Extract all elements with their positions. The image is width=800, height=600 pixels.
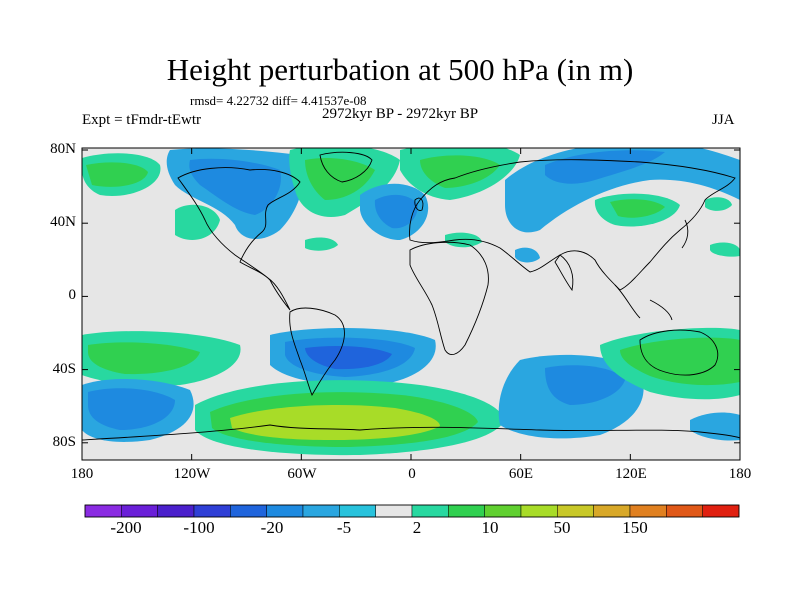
field-neg-north-america-core <box>189 158 281 215</box>
lon-tick-180w: 180 <box>70 466 94 482</box>
colorbar-label-5: 2 <box>412 518 422 537</box>
coastlines <box>82 151 740 441</box>
colorbar-label-3: -20 <box>260 518 284 537</box>
colorbar-box <box>411 504 449 518</box>
colorbar-box <box>193 504 231 518</box>
colorbar-box <box>448 504 485 518</box>
period-label: 2972kyr BP - 2972kyr BP <box>322 106 479 122</box>
colorbar-box <box>339 504 376 518</box>
field-pos-europe-core <box>420 155 500 188</box>
coast-greenland <box>319 151 373 183</box>
field-neg-southeast-pacific <box>690 412 740 441</box>
coast-africa <box>409 241 489 356</box>
colorbar-box <box>157 504 195 518</box>
colorbar-box <box>629 504 667 518</box>
field-pos-pacific-east <box>710 242 740 257</box>
field-pos-europe-south <box>445 232 482 248</box>
field-neg-asia-core <box>545 150 665 184</box>
map-title: Height perturbation at 500 hPa (in m) <box>166 52 634 87</box>
field-pos-south-pacific-core <box>88 342 200 375</box>
colorbar-box <box>266 504 304 518</box>
field-pos-antarctic-core <box>230 405 440 440</box>
colorbar-box <box>520 504 558 518</box>
coast-uk <box>414 197 424 211</box>
lon-tick-60w: 60W <box>287 466 317 482</box>
lon-tick-180e: 180 <box>728 466 752 482</box>
coast-south-america <box>289 307 345 397</box>
field-pos-atlantic-small <box>305 237 338 251</box>
field-pos-nw-inner <box>86 162 148 187</box>
coast-se-asia <box>614 284 673 321</box>
colorbar-label-4: -5 <box>336 518 352 537</box>
lat-tick-80s: 80S <box>52 434 76 450</box>
colorbar-box <box>557 504 594 518</box>
experiment-label: Expt = tFmdr-tEwtr <box>82 112 201 128</box>
coast-antarctica <box>82 424 740 441</box>
colorbar-box <box>484 504 522 518</box>
colorbar-label-7: 50 <box>553 518 571 537</box>
colorbar-label-8: 150 <box>622 518 648 537</box>
coast-japan <box>681 219 689 249</box>
colorbar-box <box>230 504 267 518</box>
field-neg-indian-ocean-core <box>545 365 625 405</box>
colorbar-frame <box>84 504 740 518</box>
field-neg-atlantic-core <box>374 194 418 229</box>
coast-eurasia <box>409 159 736 291</box>
colorbar-label-2: -100 <box>183 518 215 537</box>
colorbar-box <box>84 504 122 518</box>
lon-tick-0: 0 <box>408 466 416 482</box>
lon-tick-120e: 120E <box>615 466 647 482</box>
stats-label: rmsd= 4.22732 diff= 4.41537e-08 <box>190 93 367 108</box>
coast-india <box>554 254 574 292</box>
coast-north-america <box>177 167 301 311</box>
colorbar-label-6: 10 <box>481 518 499 537</box>
lon-tick-60e: 60E <box>508 466 534 482</box>
tick-marks <box>81 148 741 460</box>
colorbar-label-1: -200 <box>110 518 142 537</box>
field-pos-canada-core <box>305 158 375 200</box>
colorbar-box <box>593 504 631 518</box>
lon-tick-120w: 120W <box>173 466 211 482</box>
field-neg-south-pacific-core <box>88 388 175 430</box>
colorbar-box <box>121 504 158 518</box>
field-neg-arabia <box>515 247 540 263</box>
lat-tick-40s: 40S <box>52 361 76 377</box>
colorbar-box <box>702 504 740 518</box>
field-neg-south-atlantic-core <box>305 346 392 370</box>
contour-fields <box>82 148 740 456</box>
colorbar-box <box>302 504 340 518</box>
field-pos-pacific-small <box>705 197 732 211</box>
lat-tick-80n: 80N <box>50 141 76 157</box>
lat-tick-0: 0 <box>68 287 77 303</box>
colorbar-box <box>666 504 703 518</box>
field-pos-australia-core <box>620 337 740 386</box>
field-pos-ne-pacific-small <box>175 204 220 240</box>
coast-australia <box>639 329 719 376</box>
field-pos-east-asia-core <box>610 199 665 218</box>
colorbar <box>84 504 740 518</box>
lat-tick-40n: 40N <box>50 214 76 230</box>
colorbar-box <box>375 504 413 518</box>
season-label: JJA <box>712 112 735 128</box>
